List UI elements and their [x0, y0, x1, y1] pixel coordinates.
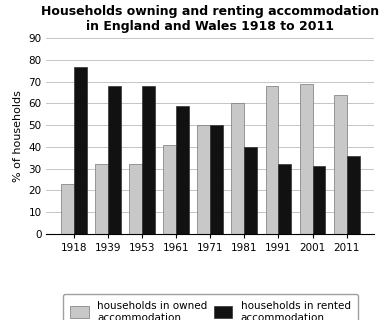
Legend: households in owned
accommodation, households in rented
accommodation: households in owned accommodation, house…: [63, 294, 358, 320]
Y-axis label: % of households: % of households: [13, 90, 23, 182]
Bar: [334, 95, 347, 234]
Bar: [300, 84, 313, 234]
Bar: [129, 164, 142, 234]
Bar: [244, 147, 257, 234]
Bar: [176, 106, 189, 234]
Bar: [142, 86, 155, 234]
Bar: [108, 86, 121, 234]
Title: Households owning and renting accommodation
in England and Wales 1918 to 2011: Households owning and renting accommodat…: [41, 5, 379, 33]
Bar: [266, 86, 278, 234]
Bar: [61, 184, 74, 234]
Bar: [313, 166, 325, 234]
Bar: [74, 67, 87, 234]
Bar: [197, 125, 210, 234]
Bar: [347, 156, 359, 234]
Bar: [210, 125, 223, 234]
Bar: [163, 145, 176, 234]
Bar: [95, 164, 108, 234]
Bar: [278, 164, 291, 234]
Bar: [232, 103, 244, 234]
